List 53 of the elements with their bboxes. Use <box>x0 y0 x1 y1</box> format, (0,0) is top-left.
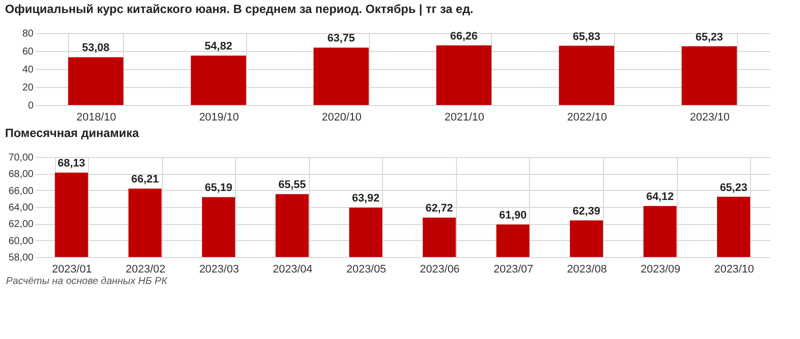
x-tick-label: 2023/06 <box>420 264 460 276</box>
data-label: 65,23 <box>720 182 748 194</box>
y-tick-label: 68,00 <box>8 169 34 180</box>
chart-title: Помесячная динамика <box>5 126 140 140</box>
bar <box>436 45 492 105</box>
y-tick-label: 0 <box>28 100 34 112</box>
text: Расчёты на основе данных НБ РК <box>6 276 168 287</box>
chart-title: Официальный курс китайского юаня. В среднем за период. Октябрь | тг за ед. <box>5 2 474 16</box>
y-tick-label: 60 <box>22 46 34 58</box>
data-label: 63,75 <box>327 32 355 45</box>
x-tick-label: 2023/05 <box>346 264 386 276</box>
y-tick-label: 70,00 <box>8 152 34 164</box>
data-label: 66,21 <box>131 174 159 186</box>
x-tick-label: 2023/10 <box>690 112 730 124</box>
x-tick-label: 2021/10 <box>444 112 484 124</box>
data-label: 65,83 <box>572 30 600 43</box>
x-tick-label: 2023/07 <box>493 264 534 276</box>
bar <box>68 57 124 105</box>
data-label: 62,72 <box>426 202 454 215</box>
data-label: 63,92 <box>352 192 380 205</box>
bar <box>682 46 737 105</box>
data-label: 64,12 <box>646 191 674 203</box>
data-label: 65,23 <box>695 31 724 44</box>
y-tick-label: 64,00 <box>8 202 34 214</box>
x-tick-label: 2022/10 <box>567 112 607 124</box>
x-tick-label: 2023/08 <box>567 264 607 276</box>
x-tick-label: 2020/10 <box>322 112 362 124</box>
x-tick-label: 2023/10 <box>714 264 754 276</box>
y-tick-label: 62,00 <box>8 219 34 230</box>
bar <box>314 48 369 105</box>
x-tick-label: 2023/04 <box>272 264 313 276</box>
y-tick-label: 58,00 <box>8 252 34 264</box>
data-label: 53,08 <box>82 42 110 54</box>
x-tick-label: 2023/03 <box>199 264 239 276</box>
data-label: 68,13 <box>58 158 86 170</box>
data-label: 54,82 <box>204 40 232 53</box>
data-label: 66,26 <box>450 30 478 42</box>
x-tick-label: 2023/01 <box>52 264 92 276</box>
data-label: 65,55 <box>278 179 306 192</box>
y-tick-label: 80 <box>22 28 34 40</box>
y-tick-label: 60,00 <box>8 236 34 247</box>
x-tick-label: 2019/10 <box>199 112 239 124</box>
x-tick-label: 2023/09 <box>640 264 680 276</box>
data-label: 65,19 <box>204 182 232 194</box>
y-tick-label: 66,00 <box>8 186 34 197</box>
y-tick-label: 20 <box>22 82 34 94</box>
x-tick-label: 2018/10 <box>76 112 116 124</box>
bar <box>558 46 614 105</box>
x-tick-label: 2023/02 <box>126 264 166 276</box>
y-tick-label: 40 <box>22 64 34 76</box>
bar <box>190 56 246 105</box>
data-label: 61,90 <box>499 210 527 222</box>
data-label: 62,39 <box>572 205 600 218</box>
